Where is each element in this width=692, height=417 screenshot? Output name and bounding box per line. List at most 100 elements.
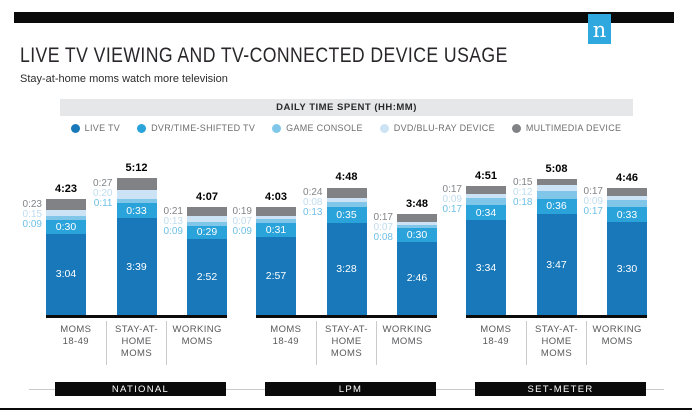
category-labels-row: MOMS 18-49 STAY-AT- HOME MOMS WORKING MOMS	[256, 321, 437, 365]
bar-total-label: 4:07	[195, 190, 219, 203]
bar-segment-dvd-bluray	[607, 195, 647, 200]
bar-value-label: 2:57	[265, 269, 287, 282]
legend-label: DVR/TIME-SHIFTED TV	[151, 123, 256, 133]
bar-segment-game-console	[46, 216, 86, 221]
bar-side-label-multimedia: 0:24	[303, 186, 323, 198]
category-label: MOMS 18-49	[480, 324, 512, 347]
bar-segment-dvr: 0:36	[536, 198, 577, 215]
bar-value-label: 3:28	[336, 262, 357, 275]
bar-segment-dvd-bluray	[536, 185, 577, 191]
legend-label: DVD/BLU-RAY DEVICE	[393, 123, 495, 133]
bar: 4:23 0:30 3:04 0:23 0:15 0:09	[23, 183, 86, 315]
bar-total-label: 4:46	[615, 172, 639, 185]
bar: 4:51 0:34 3:34 0:17 0:09 0:17	[443, 170, 506, 315]
bar-value-label: 3:34	[475, 261, 497, 274]
legend-item-dvd-bluray: DVD/BLU-RAY DEVICE	[379, 123, 495, 133]
bar-side-label-multimedia: 0:23	[22, 198, 42, 210]
bar-segment-dvd-bluray	[466, 193, 506, 198]
bar-group-set-meter: 4:51 0:34 3:34 0:17 0:09 0:17 5:08 0:36 3:47 0:15…	[443, 158, 664, 397]
bar-total-label: 4:48	[335, 171, 358, 184]
bar-side-label-multimedia: 0:27	[93, 177, 113, 189]
bar: 4:46 0:33 3:30 0:17 0:09 0:17	[584, 172, 647, 315]
bars-row: 4:51 0:34 3:34 0:17 0:09 0:17 5:08 0:36 3:47 0:15…	[443, 158, 647, 315]
bar-segment-game-console	[607, 199, 647, 208]
category-label: MOMS 18-49	[60, 324, 92, 347]
category-labels-row: MOMS 18-49 STAY-AT- HOME MOMS WORKING MOMS	[46, 321, 227, 365]
bars-row: 4:23 0:30 3:04 0:23 0:15 0:09 5:12 0:33 3:39 0:27…	[23, 158, 227, 315]
bar-total-label: 4:03	[264, 191, 288, 204]
bar-segment-live-tv: 2:52	[187, 238, 227, 315]
bar-segment-multimedia	[607, 188, 647, 196]
bar-side-label-dvd-bluray: 0:07	[373, 222, 393, 233]
bar-segment-game-console	[466, 197, 506, 206]
bar-side-label-dvd-bluray: 0:08	[303, 196, 323, 208]
bar-segment-live-tv: 3:47	[536, 214, 577, 315]
bar-value-label: 0:36	[546, 200, 567, 213]
axis-baseline	[256, 315, 437, 318]
bar-value-label: 0:31	[265, 223, 287, 236]
multimedia-dot-icon	[511, 123, 521, 133]
bar-value-label: 3:47	[546, 258, 567, 271]
bar: 5:12 0:33 3:39 0:27 0:20 0:11	[93, 162, 157, 315]
top-black-bar	[14, 12, 674, 23]
legend-label: MULTIMEDIA DEVICE	[525, 123, 622, 133]
bar-segment-game-console	[536, 190, 577, 199]
bar-side-label-multimedia: 0:17	[583, 186, 603, 198]
category-label: WORKING MOMS	[166, 321, 227, 365]
legend-label: LIVE TV	[84, 123, 121, 133]
group-name-bar-national: NATIONAL	[55, 382, 226, 396]
bar-value-label: 0:30	[406, 228, 428, 241]
bar-side-label-multimedia: 0:15	[513, 176, 533, 188]
group-footer: LPM	[239, 382, 454, 397]
bar-segment-dvr: 0:34	[466, 205, 506, 221]
bar-segment-live-tv: 3:30	[607, 222, 647, 315]
bar-side-label-dvd-bluray: 0:15	[22, 208, 42, 220]
bar-value-label: 3:39	[126, 260, 147, 273]
bar-side-label-game-console: 0:17	[583, 206, 603, 218]
bar-side-label-game-console: 0:09	[22, 218, 42, 230]
bars-row: 4:03 0:31 2:57 0:19 0:07 0:09 4:48 0:35 3:28 0:24…	[233, 158, 437, 315]
bar-segment-dvr: 0:33	[116, 203, 157, 218]
bar-group-lpm: 4:03 0:31 2:57 0:19 0:07 0:09 4:48 0:35 3:28 0:24…	[233, 158, 454, 397]
bar-segment-multimedia	[116, 177, 157, 190]
category-label: MOMS 18-49	[270, 324, 302, 347]
category-labels-row: MOMS 18-49 STAY-AT- HOME MOMS WORKING MOMS	[466, 321, 647, 365]
bar-stack: 0:29 2:52	[187, 206, 227, 315]
legend: LIVE TV DVR/TIME-SHIFTED TV GAME CONSOLE…	[0, 123, 692, 133]
bar-segment-dvr: 0:30	[397, 228, 437, 242]
bar-stack: 0:36 3:47	[536, 178, 577, 315]
bar-segment-multimedia	[466, 186, 506, 194]
bar-segment-multimedia	[536, 178, 577, 186]
bar-side-label-game-console: 0:08	[373, 232, 393, 243]
bar-segment-dvd-bluray	[187, 216, 227, 223]
dvr-dot-icon	[137, 123, 147, 133]
bar-segment-dvr: 0:29	[187, 226, 227, 239]
bar-side-label-game-console: 0:18	[513, 196, 533, 208]
bar-side-label-dvd-bluray: 0:13	[163, 215, 183, 227]
bar-segment-game-console	[326, 201, 367, 208]
category-label: STAY-AT- HOME MOMS	[525, 321, 587, 365]
bar-group-national: 4:23 0:30 3:04 0:23 0:15 0:09 5:12 0:33 3:39 0:27…	[23, 158, 244, 397]
bar-total-label: 4:23	[54, 183, 78, 196]
bar-segment-multimedia	[46, 199, 86, 210]
bar: 3:48 0:30 2:46 0:17 0:07 0:08	[374, 198, 437, 315]
bar: 5:08 0:36 3:47 0:15 0:12 0:18	[513, 163, 577, 315]
bar-side-label-dvd-bluray: 0:09	[442, 194, 462, 206]
bar-value-label: 3:30	[616, 262, 638, 275]
page-title: LIVE TV VIEWING AND TV-CONNECTED DEVICE …	[20, 44, 508, 67]
bar: 4:07 0:29 2:52 0:21 0:13 0:09	[164, 191, 227, 315]
bar-segment-dvr: 0:35	[326, 207, 367, 223]
group-name-bar-lpm: LPM	[265, 382, 436, 396]
nielsen-logo: n	[588, 14, 611, 44]
legend-item-live-tv: LIVE TV	[70, 123, 121, 133]
game-console-dot-icon	[272, 123, 282, 133]
bar-segment-game-console	[187, 222, 227, 227]
bar-segment-multimedia	[397, 214, 437, 222]
stacked-bar-chart: 4:23 0:30 3:04 0:23 0:15 0:09 5:12 0:33 3:39 0:27…	[23, 158, 664, 397]
bar-segment-dvd-bluray	[256, 215, 296, 219]
bar-value-label: 2:46	[406, 272, 428, 285]
bar-value-label: 2:52	[196, 270, 218, 283]
bar-segment-game-console	[397, 224, 437, 229]
bar-value-label: 3:04	[55, 268, 77, 281]
